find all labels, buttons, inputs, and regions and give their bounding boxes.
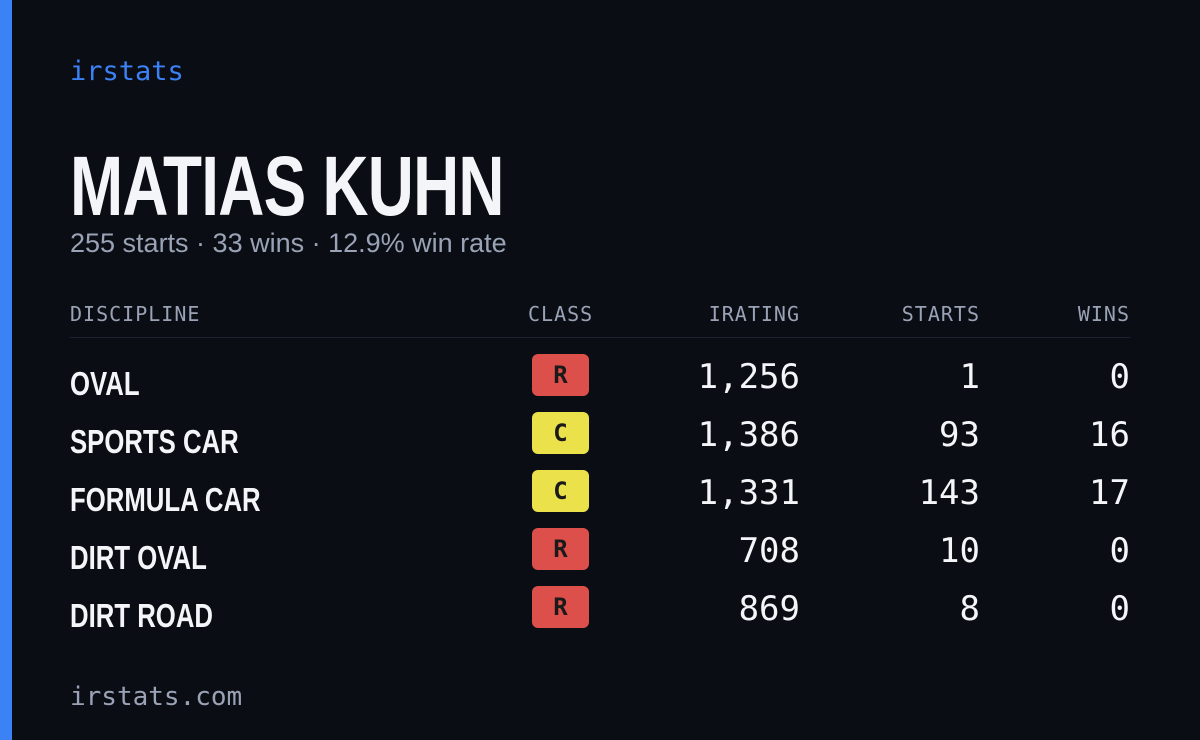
column-header: WINS (1077, 302, 1130, 326)
discipline: FORMULA CAR (70, 481, 261, 518)
wins: 0 (1109, 357, 1130, 397)
column-header: IRATING (708, 302, 800, 326)
discipline: OVAL (70, 365, 140, 402)
starts: 1 (959, 357, 980, 397)
irating: 1,256 (697, 357, 800, 397)
class-badge: R (532, 354, 589, 396)
wins: 17 (1089, 473, 1130, 513)
starts: 8 (959, 589, 980, 629)
class-badge: R (532, 528, 589, 570)
discipline: DIRT OVAL (70, 539, 207, 576)
starts: 143 (918, 473, 980, 513)
wins: 16 (1089, 415, 1130, 455)
discipline: DIRT ROAD (70, 597, 213, 634)
column-header: CLASS (528, 302, 594, 326)
irating: 1,331 (697, 473, 800, 513)
discipline: SPORTS CAR (70, 423, 239, 460)
class-badge: R (532, 586, 589, 628)
wins: 0 (1109, 531, 1130, 571)
summary: 255 starts · 33 wins · 12.9% win rate (70, 228, 507, 258)
class-badge: C (532, 412, 589, 454)
header-rule (70, 337, 1130, 338)
class-badge: C (532, 470, 589, 512)
column-header: STARTS (901, 302, 980, 326)
accent-bar (0, 0, 12, 740)
irating: 869 (738, 589, 800, 629)
brand: irstats (70, 56, 184, 87)
starts: 93 (939, 415, 980, 455)
irating: 1,386 (697, 415, 800, 455)
irating: 708 (738, 531, 800, 571)
driver-name: MATIAS KUHN (70, 139, 505, 233)
wins: 0 (1109, 589, 1130, 629)
column-header: DISCIPLINE (70, 302, 201, 326)
starts: 10 (939, 531, 980, 571)
footer-url: irstats.com (70, 682, 243, 712)
